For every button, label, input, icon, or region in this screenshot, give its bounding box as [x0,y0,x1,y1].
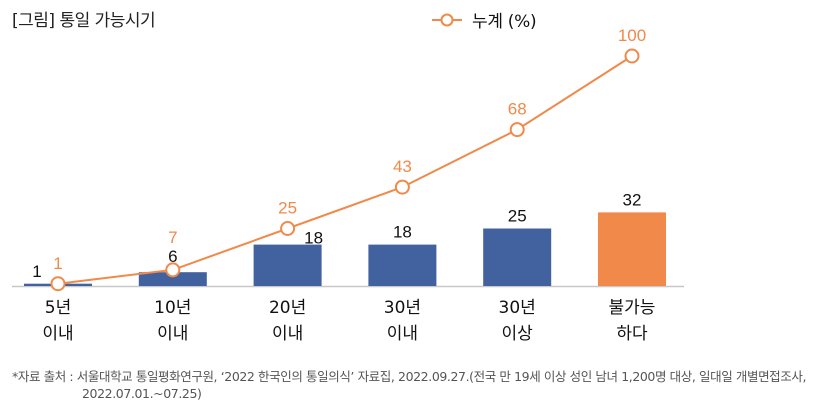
x-tick-label: 20년 [269,298,306,318]
x-tick-label: 불가능 [609,298,656,318]
line-point-marker [50,276,66,292]
bar [598,212,666,286]
line-value-label: 43 [393,157,412,176]
source-note: *자료 출처 : 서울대학교 통일평화연구원, ‘2022 한국인의 통일의식’… [12,368,806,402]
bar-value-label: 25 [508,207,527,226]
x-tick-label: 하다 [616,324,648,344]
legend-label: 누계 (%) [472,12,537,32]
source-line-2: 2022.07.01.~07.25) [82,386,202,401]
line-value-label: 68 [508,100,527,119]
line-value-label: 1 [53,254,62,273]
x-tick-label: 5년 [45,298,71,318]
line-value-label: 100 [618,26,646,45]
x-tick-label: 30년 [499,298,536,318]
source-line-1: *자료 출처 : 서울대학교 통일평화연구원, ‘2022 한국인의 통일의식’… [12,369,807,384]
line-point-marker [394,179,410,195]
legend: 누계 (%) [432,7,537,32]
bar-value-label: 18 [393,223,412,242]
bar [253,244,322,286]
bar-value-label: 1 [32,262,41,281]
line-value-label: 25 [278,199,297,218]
bar-value-label: 18 [304,229,323,248]
bar [483,228,552,286]
x-tick-label: 이내 [42,324,73,344]
x-tick-label: 이내 [157,324,188,344]
bar-value-label: 6 [168,247,177,266]
x-tick-label: 이상 [502,324,534,344]
line-point-marker [509,122,525,138]
line-point-marker [280,221,296,236]
line-value-label: 7 [168,228,177,247]
bar [368,244,437,286]
x-tick-label: 이내 [387,324,418,344]
bar-value-label: 32 [623,190,642,209]
bar [138,272,207,286]
cumulative-line [57,55,633,285]
x-tick-label: 이내 [272,324,303,344]
line-point-marker [165,262,181,278]
legend-line-marker-icon [432,13,462,26]
x-tick-label: 30년 [384,298,421,318]
x-tick-label: 10년 [154,298,191,318]
chart-title: [그림] 통일 가능시기 [12,11,156,31]
line-point-marker [624,48,640,64]
